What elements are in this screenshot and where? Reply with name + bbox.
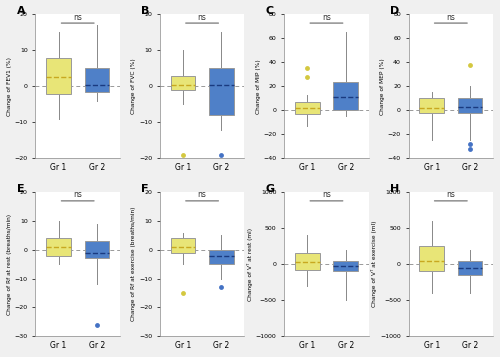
Y-axis label: Change of Vᵀ at rest (ml): Change of Vᵀ at rest (ml)	[247, 228, 253, 301]
Y-axis label: Change of Rf at exercise (breaths/min): Change of Rf at exercise (breaths/min)	[132, 207, 136, 321]
Text: C: C	[266, 6, 274, 16]
Bar	[209, 250, 234, 264]
Y-axis label: Change of FVC (%): Change of FVC (%)	[132, 59, 136, 114]
Text: ns: ns	[322, 190, 331, 200]
Y-axis label: Change of MIP (%): Change of MIP (%)	[256, 59, 260, 114]
Text: F: F	[142, 183, 149, 193]
Text: ns: ns	[322, 12, 331, 22]
Bar	[458, 261, 482, 275]
Text: G: G	[266, 183, 275, 193]
Bar	[170, 238, 195, 253]
Y-axis label: Change of Rf at rest (breaths/min): Change of Rf at rest (breaths/min)	[7, 213, 12, 315]
Bar	[334, 261, 358, 271]
Bar	[84, 69, 109, 92]
Bar	[295, 102, 320, 114]
Text: ns: ns	[446, 12, 456, 22]
Y-axis label: Change of MEP (%): Change of MEP (%)	[380, 58, 385, 115]
Bar	[420, 99, 444, 113]
Bar	[295, 253, 320, 270]
Y-axis label: Change of FEV1 (%): Change of FEV1 (%)	[7, 57, 12, 116]
Text: H: H	[390, 183, 400, 193]
Bar	[458, 99, 482, 113]
Bar	[209, 69, 234, 115]
Text: D: D	[390, 6, 400, 16]
Bar	[420, 246, 444, 271]
Bar	[46, 57, 71, 94]
Text: A: A	[17, 6, 25, 16]
Text: ns: ns	[74, 190, 82, 200]
Bar	[84, 241, 109, 258]
Bar	[170, 76, 195, 90]
Y-axis label: Change of Vᵀ at exercise (ml): Change of Vᵀ at exercise (ml)	[372, 221, 378, 307]
Text: ns: ns	[198, 190, 206, 200]
Text: ns: ns	[198, 12, 206, 22]
Text: E: E	[17, 183, 24, 193]
Bar	[334, 82, 358, 110]
Text: B: B	[142, 6, 150, 16]
Text: ns: ns	[446, 190, 456, 200]
Bar	[46, 238, 71, 256]
Text: ns: ns	[74, 12, 82, 22]
